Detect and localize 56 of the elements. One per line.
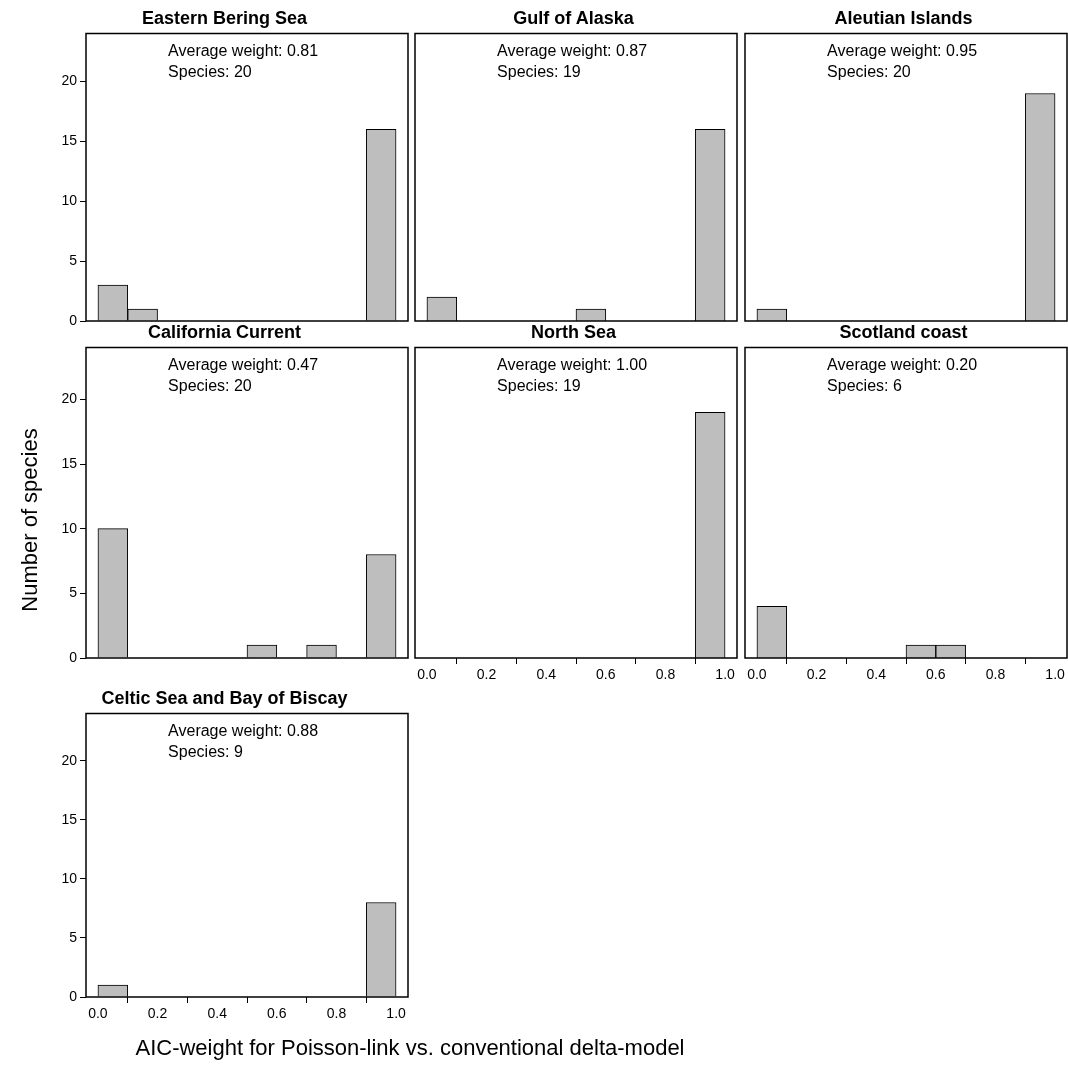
- x-tick-label: 0.0: [88, 1005, 108, 1022]
- x-tick-label: 0.6: [596, 666, 616, 683]
- y-tick-label: 5: [69, 251, 78, 268]
- x-tick-label: 0.4: [207, 1005, 228, 1022]
- y-tick-label: 20: [61, 751, 78, 768]
- y-tick-label: 5: [69, 584, 78, 601]
- chart-title: Eastern Bering Sea: [141, 7, 309, 28]
- chart-title: Gulf of Alaska: [513, 7, 635, 28]
- annotation: Species: 6: [827, 377, 902, 395]
- annotation: Species: 20: [827, 63, 911, 81]
- x-tick-label: 0.6: [926, 666, 946, 683]
- y-tick-label: 15: [61, 454, 78, 471]
- chart-title: North Sea: [530, 321, 617, 342]
- x-tick-label: 1.0: [386, 1005, 407, 1022]
- y-axis-title: Number of species: [17, 428, 43, 612]
- x-tick-label: 0.8: [655, 666, 676, 683]
- annotation: Average weight: 0.87: [497, 42, 648, 60]
- y-tick-label: 0: [69, 311, 78, 328]
- y-tick-label: 5: [69, 928, 78, 945]
- annotation: Average weight: 1.00: [497, 356, 648, 374]
- y-tick-label: 10: [61, 519, 78, 536]
- y-tick-label: 15: [61, 132, 78, 149]
- x-tick-label: 0.0: [747, 666, 767, 683]
- x-tick-label: 0.4: [536, 666, 557, 683]
- annotation: Average weight: 0.95: [827, 42, 978, 60]
- annotation: Average weight: 0.81: [168, 42, 319, 60]
- x-axis-title: AIC-weight for Poisson-link vs. conventional delta-model: [135, 1035, 685, 1061]
- y-tick-label: 20: [61, 72, 78, 89]
- x-tick-label: 0.2: [806, 666, 827, 683]
- x-tick-label: 0.8: [326, 1005, 347, 1022]
- y-tick-label: 10: [61, 869, 78, 886]
- annotation: Species: 20: [168, 377, 252, 395]
- x-tick-label: 0.8: [985, 666, 1006, 683]
- chart-title: Celtic Sea and Bay of Biscay: [101, 687, 348, 708]
- x-tick-label: 0.2: [147, 1005, 168, 1022]
- annotation: Species: 20: [168, 63, 252, 81]
- y-tick-label: 15: [61, 810, 78, 827]
- x-tick-label: 0.6: [267, 1005, 287, 1022]
- annotation: Species: 19: [497, 377, 581, 395]
- chart-title: Scotland coast: [839, 321, 968, 342]
- annotation: Species: 19: [497, 63, 581, 81]
- x-tick-label: 1.0: [1045, 666, 1066, 683]
- chart-title: Aleutian Islands: [834, 7, 973, 28]
- y-tick-label: 10: [61, 192, 78, 209]
- x-tick-label: 0.4: [866, 666, 887, 683]
- y-tick-label: 0: [69, 648, 78, 665]
- annotation: Average weight: 0.20: [827, 356, 978, 374]
- chart-title: California Current: [147, 321, 302, 342]
- x-tick-label: 0.2: [476, 666, 497, 683]
- annotation: Species: 9: [168, 743, 243, 761]
- annotation: Average weight: 0.47: [168, 356, 319, 374]
- x-tick-label: 1.0: [715, 666, 736, 683]
- annotation: Average weight: 0.88: [168, 722, 319, 740]
- y-tick-label: 0: [69, 987, 78, 1004]
- x-tick-label: 0.0: [417, 666, 437, 683]
- y-tick-label: 20: [61, 390, 78, 407]
